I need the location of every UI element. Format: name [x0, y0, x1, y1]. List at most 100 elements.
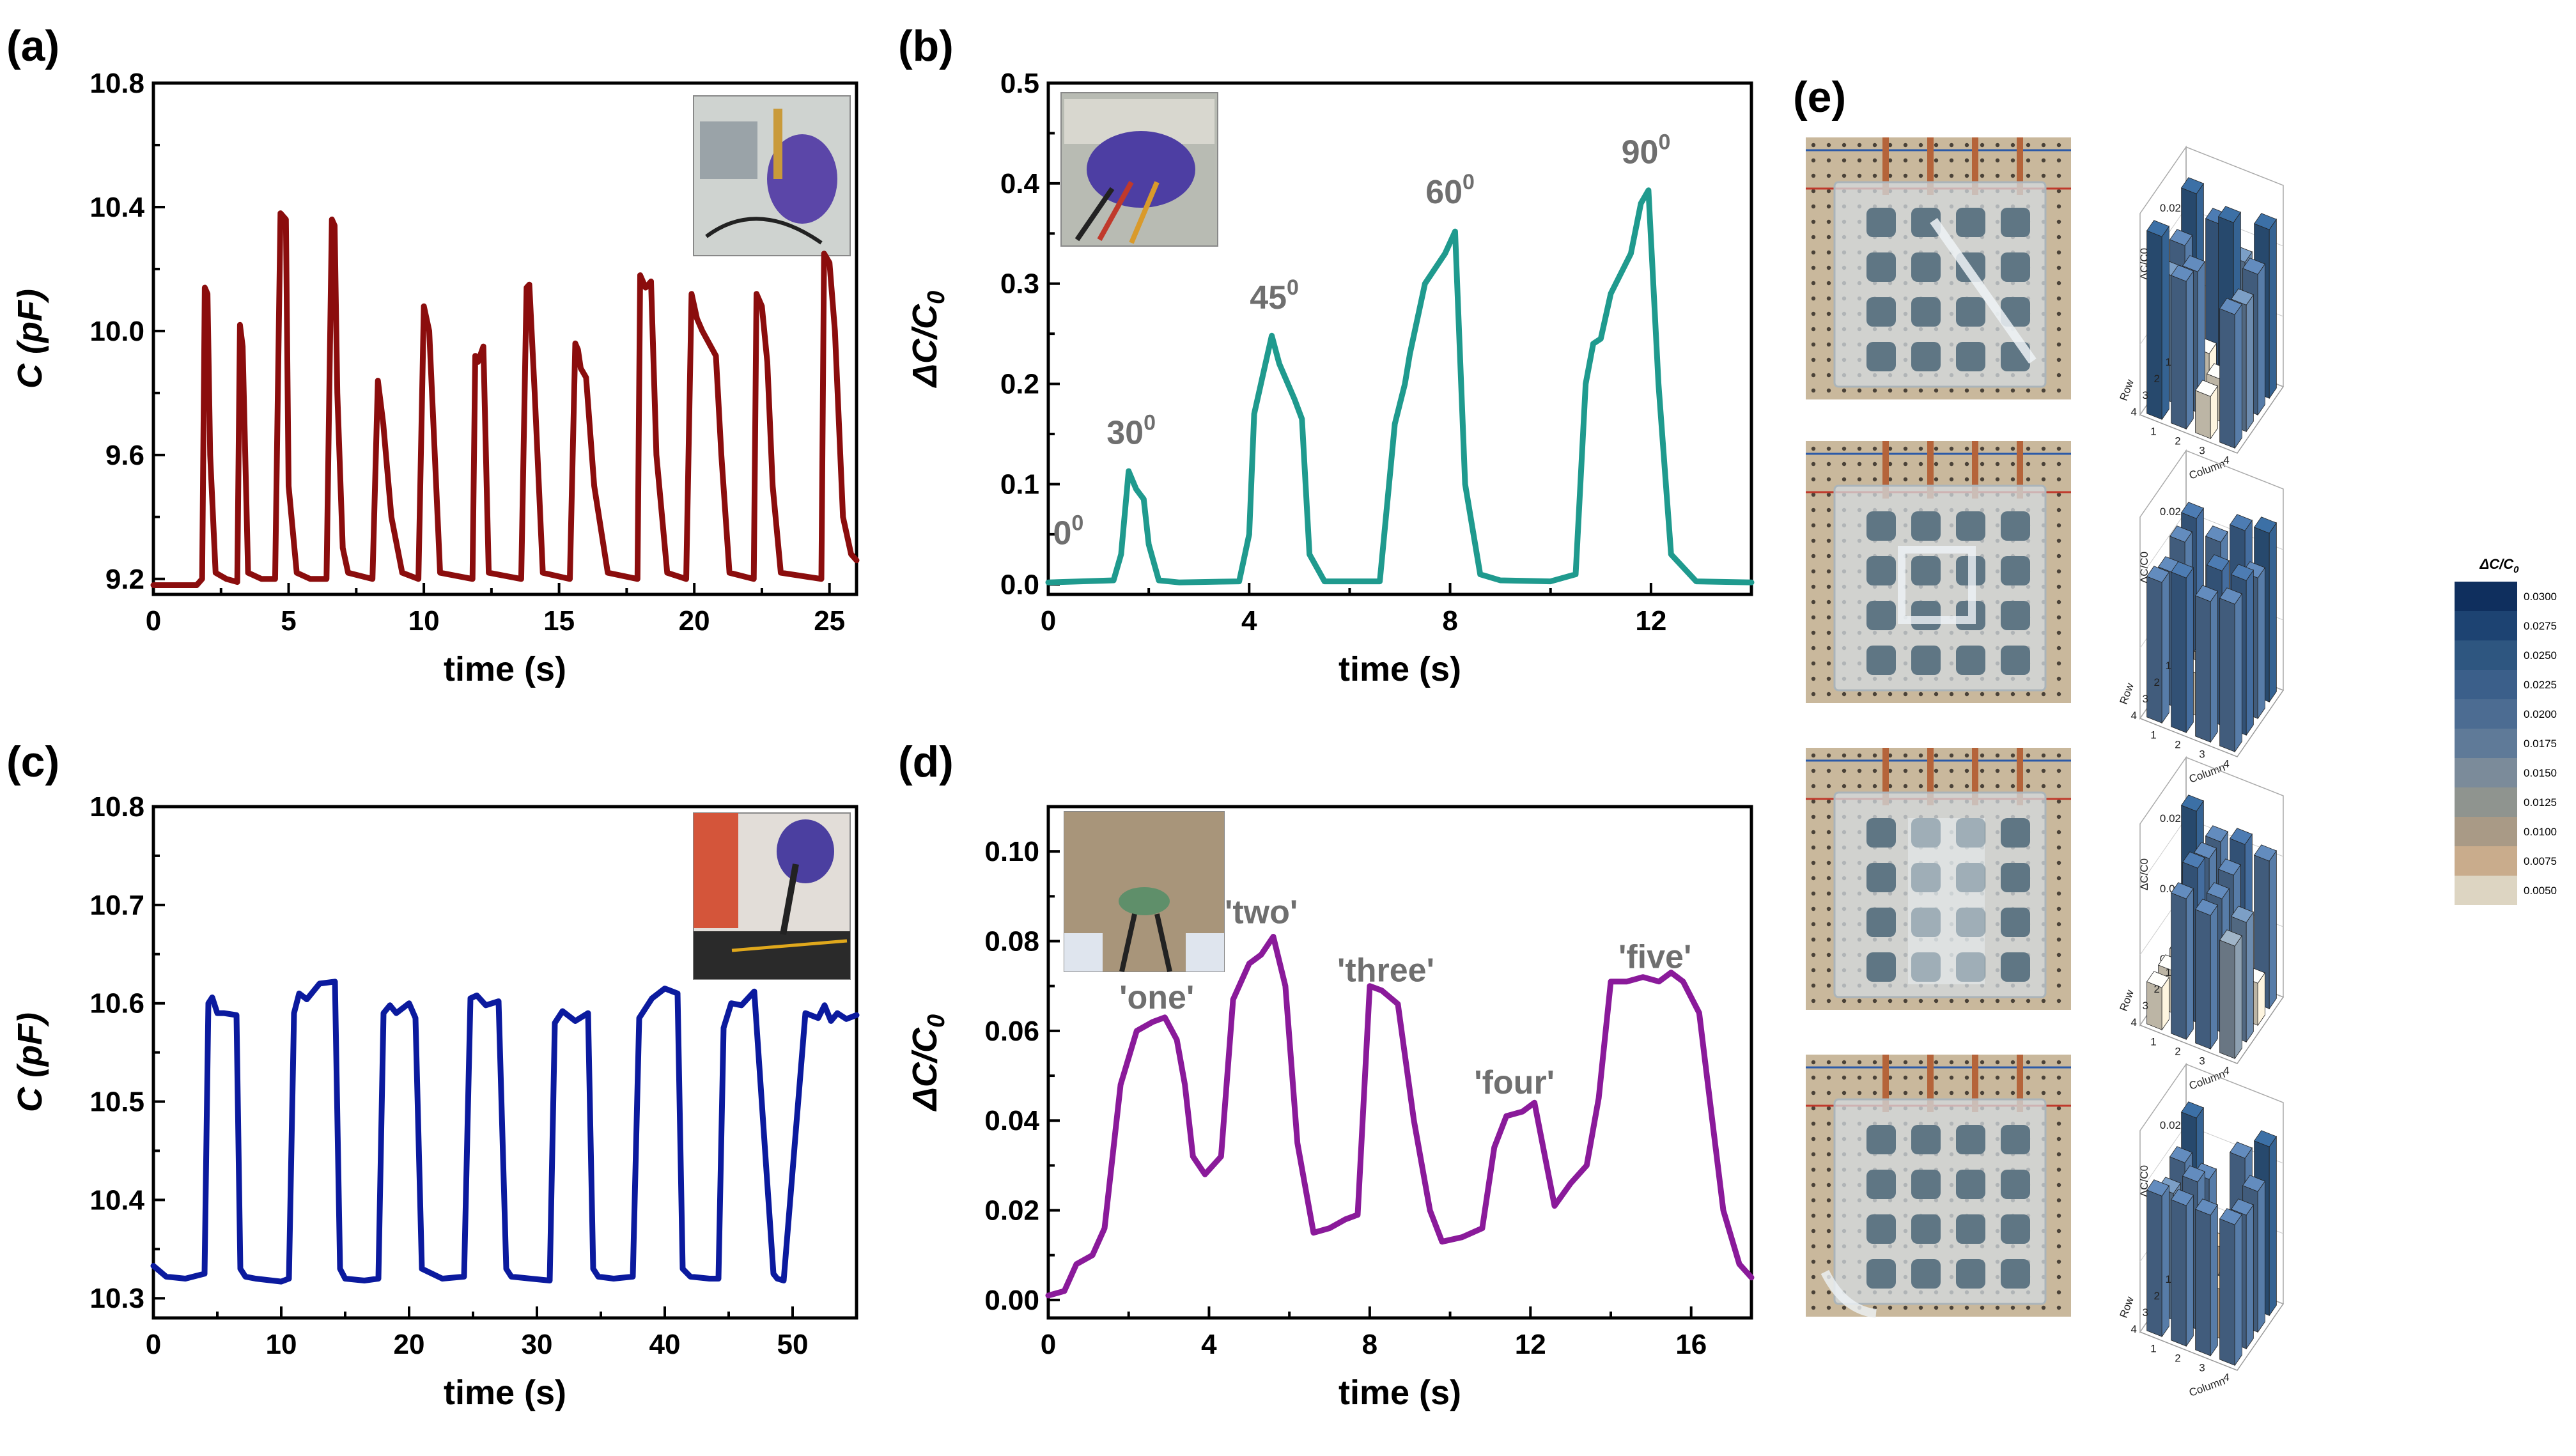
column-tick-label: 1	[2150, 1343, 2156, 1355]
breadboard-hole	[1826, 630, 1831, 635]
bar-face-top	[2146, 566, 2169, 583]
breadboard-hole	[1826, 204, 1831, 209]
panel-e-array: 0.000.010.02ΔC/C012341234RowColumn0.000.…	[1806, 137, 2557, 1399]
breadboard-hole	[1995, 768, 2000, 773]
row-tick-label: 2	[2154, 676, 2160, 688]
breadboard-hole	[1903, 784, 1908, 789]
background-object-shape	[694, 813, 738, 928]
x-tick-label-a: 10	[408, 605, 440, 637]
breadboard-hole	[2056, 327, 2061, 332]
sensor-pad	[1911, 252, 1941, 282]
breadboard-hole	[1811, 446, 1816, 451]
row-axis-title: Row	[2117, 1294, 2136, 1319]
sensor-pad	[1911, 297, 1941, 327]
sensor-pad	[2001, 952, 2030, 982]
inset-photo-c	[693, 812, 851, 980]
breadboard-hole	[1826, 311, 1831, 316]
sensor-pad	[1956, 1170, 1985, 1199]
breadboard-hole	[1842, 998, 1847, 1003]
breadboard-hole	[1826, 676, 1831, 681]
breadboard-hole	[1826, 219, 1831, 224]
breadboard-hole	[2056, 1121, 2061, 1126]
breadboard-hole	[1826, 1090, 1831, 1096]
sensor-pad	[1866, 646, 1896, 675]
breadboard-hole	[1995, 388, 2000, 393]
breadboard-hole	[2056, 692, 2061, 697]
breadboard-hole	[1918, 1090, 1923, 1096]
breadboard-hole	[1964, 1075, 1969, 1080]
sensor-pad	[1911, 556, 1941, 585]
breadboard-hole	[1811, 1290, 1816, 1295]
breadboard-hole	[2026, 784, 2031, 789]
bar-face-top	[2171, 561, 2194, 578]
breadboard-hole	[1811, 952, 1816, 957]
breadboard-hole	[1826, 584, 1831, 589]
bar-face-top	[2242, 258, 2265, 275]
sensor-pad	[1866, 952, 1896, 982]
breadboard-hole	[1934, 446, 1939, 451]
breadboard-hole	[1826, 830, 1831, 835]
bar-face-side	[2246, 293, 2254, 433]
bar-face-front	[2171, 892, 2187, 1040]
breadboard-hole	[1811, 584, 1816, 589]
sensor-pad	[1956, 208, 1985, 237]
breadboard-hole	[1918, 461, 1923, 467]
y-tick-label-c: 10.3	[89, 1283, 144, 1314]
breadboard-hole	[2056, 569, 2061, 574]
wall-gridline	[2139, 1124, 2187, 1192]
column-axis-title: Column	[2187, 1375, 2227, 1399]
bar-face-side	[2269, 849, 2277, 1010]
bar-face-side	[2185, 1194, 2194, 1347]
breadboard-hole	[2010, 173, 2015, 178]
annotation-b: 450	[1250, 275, 1299, 316]
bar-r4-c2	[2171, 882, 2194, 1041]
wall-gridline	[2139, 817, 2187, 885]
column-tick-label: 2	[2175, 435, 2180, 447]
bar-face-top	[2219, 298, 2242, 315]
annotation-d: 'four'	[1474, 1064, 1555, 1101]
column-tick-label: 3	[2199, 445, 2205, 457]
breadboard-hole	[1918, 753, 1923, 758]
bar-face-top	[2195, 1198, 2218, 1216]
bar-face-front	[2171, 571, 2187, 733]
breadboard-hole	[2010, 768, 2015, 773]
breadboard-hole	[1903, 998, 1908, 1003]
breadboard-hole	[1872, 768, 1877, 773]
breadboard-hole	[1842, 461, 1847, 467]
y-tick-label-b: 0.1	[1000, 469, 1039, 500]
breadboard-hole	[2041, 388, 2046, 393]
bar-r4-c3	[2195, 1198, 2218, 1357]
breadboard-hole	[1811, 477, 1816, 482]
breadboard-hole	[2056, 311, 2061, 316]
breadboard-hole	[1842, 446, 1847, 451]
breadboard-hole	[2056, 265, 2061, 270]
breadboard-hole	[1857, 173, 1862, 178]
sensor-pad	[1866, 1259, 1896, 1289]
series-line-b	[1045, 187, 1755, 585]
breadboard-hole	[2056, 554, 2061, 559]
breadboard-hole	[1995, 692, 2000, 697]
breadboard-hole	[1918, 1060, 1923, 1065]
sensor-pad	[1866, 297, 1896, 327]
breadboard-hole	[2010, 1060, 2015, 1065]
breadboard-hole	[1888, 998, 1893, 1003]
sensor-pad	[2001, 818, 2030, 848]
colorbar-tick-label: 0.0075	[2524, 855, 2557, 867]
breadboard-hole	[1811, 373, 1816, 378]
row-axis-title: Row	[2117, 987, 2136, 1012]
bar-face-top	[2230, 514, 2253, 531]
breadboard-hole	[1842, 1305, 1847, 1310]
sensor-pad	[1866, 208, 1896, 237]
breadboard-hole	[1949, 768, 1954, 773]
breadboard-hole	[1811, 630, 1816, 635]
row-tick-label: 3	[2143, 1000, 2148, 1012]
sensor-pad	[1866, 556, 1896, 585]
breadboard-hole	[1980, 692, 1985, 697]
z-tick-label: 0.02	[2160, 1119, 2181, 1131]
bar-face-top	[2194, 842, 2217, 859]
breadboard-hole	[1964, 173, 1969, 178]
